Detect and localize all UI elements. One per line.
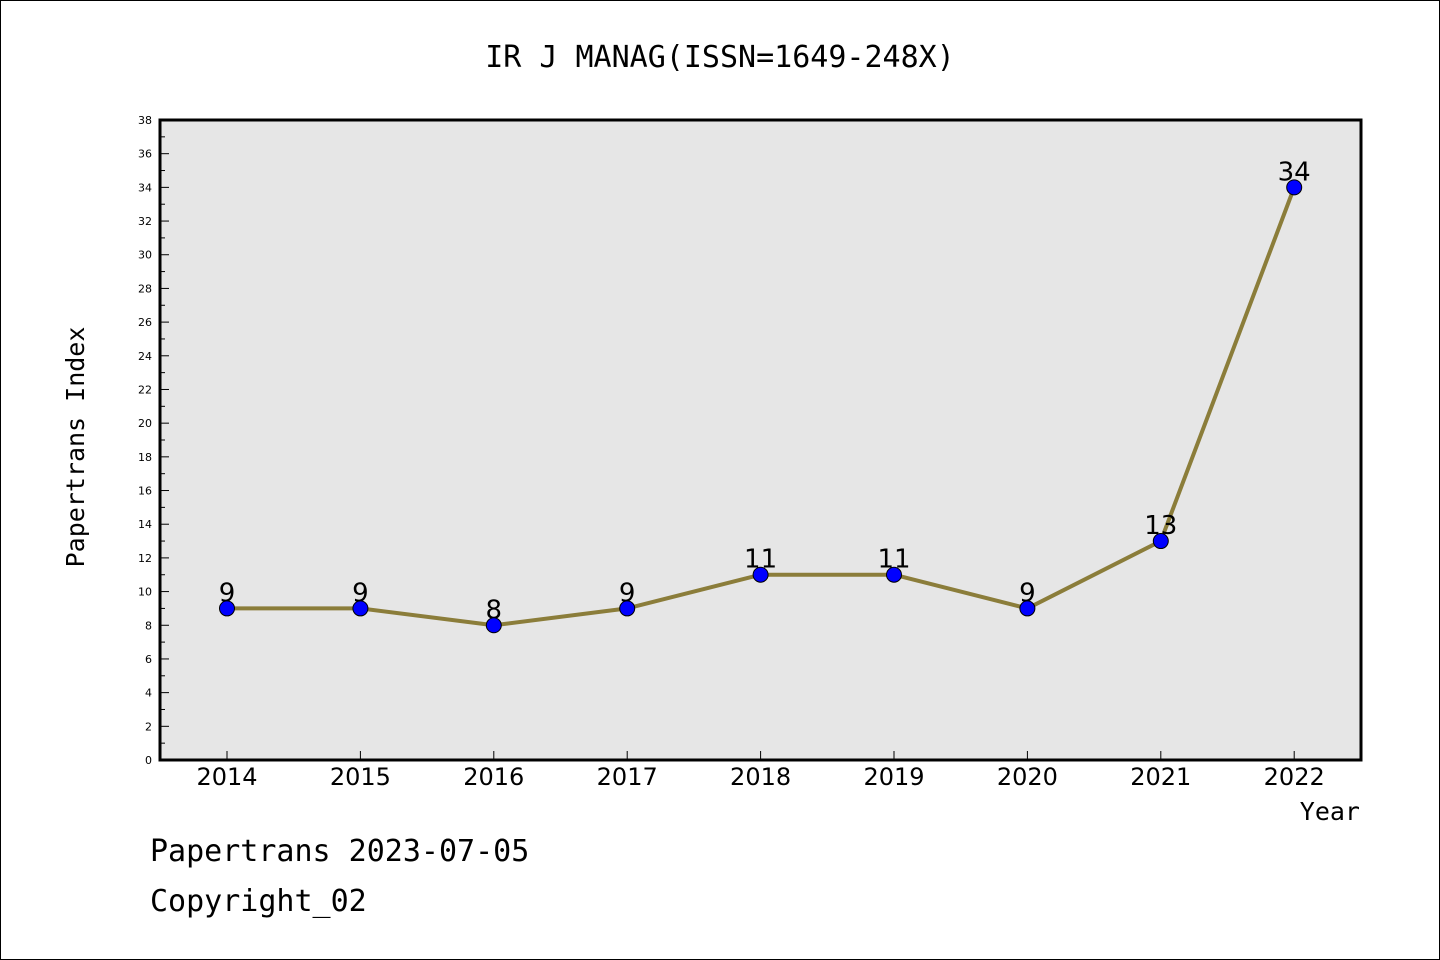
y-tick-label: 18 xyxy=(138,451,152,464)
x-tick-label: 2014 xyxy=(196,763,257,791)
y-axis-label: Papertrans Index xyxy=(61,327,90,568)
y-tick-label: 28 xyxy=(138,282,152,295)
y-tick-label: 6 xyxy=(145,653,152,666)
data-label: 8 xyxy=(486,595,503,625)
x-tick-label: 2020 xyxy=(997,763,1058,791)
x-tick-label: 2017 xyxy=(597,763,658,791)
x-tick-label: 2019 xyxy=(863,763,924,791)
x-tick-label: 2021 xyxy=(1130,763,1191,791)
y-tick-label: 30 xyxy=(138,249,152,262)
data-label: 9 xyxy=(619,578,636,608)
y-tick-label: 2 xyxy=(145,720,152,733)
data-label: 9 xyxy=(352,578,369,608)
data-label: 9 xyxy=(1019,578,1036,608)
data-point-marker xyxy=(219,600,235,617)
data-point-marker xyxy=(619,600,636,617)
data-point-marker xyxy=(1286,179,1303,196)
y-tick-label: 0 xyxy=(145,754,152,767)
data-point-marker xyxy=(1019,600,1036,617)
y-tick-label: 8 xyxy=(145,619,152,632)
data-point-marker xyxy=(752,566,769,583)
y-tick-label: 20 xyxy=(138,417,152,430)
chart-title: IR J MANAG(ISSN=1649-248X) xyxy=(485,40,955,75)
x-tick-label: 2016 xyxy=(463,763,524,791)
data-label: 9 xyxy=(219,578,236,608)
plot-area xyxy=(158,118,1363,762)
x-axis: 2014 2015 2016 2017 2018 2019 2020 2021 2022 xyxy=(196,751,1325,791)
y-tick-label: 38 xyxy=(138,114,152,127)
y-tick-label: 24 xyxy=(138,350,152,363)
footer-date: Papertrans 2023-07-05 xyxy=(150,834,530,869)
data-point-marker xyxy=(1152,533,1169,550)
y-tick-label: 36 xyxy=(138,148,152,161)
x-tick-label: 2018 xyxy=(730,763,791,791)
y-tick-label: 22 xyxy=(138,383,152,396)
y-tick-label: 14 xyxy=(138,518,152,531)
y-tick-label: 34 xyxy=(138,181,152,194)
x-tick-label: 2015 xyxy=(330,763,391,791)
y-tick-label: 12 xyxy=(138,552,152,565)
y-tick-label: 4 xyxy=(145,687,152,700)
footer-copyright: Copyright_02 xyxy=(150,884,367,919)
data-point-marker xyxy=(485,617,502,634)
x-axis-label: Year xyxy=(1300,797,1360,826)
y-tick-label: 16 xyxy=(138,485,152,498)
data-point-marker xyxy=(886,566,902,583)
data-point-marker xyxy=(352,600,369,617)
y-tick-label: 10 xyxy=(138,586,152,599)
y-tick-label: 32 xyxy=(138,215,152,228)
y-tick-label: 26 xyxy=(138,316,152,329)
x-tick-label: 2022 xyxy=(1264,763,1325,791)
